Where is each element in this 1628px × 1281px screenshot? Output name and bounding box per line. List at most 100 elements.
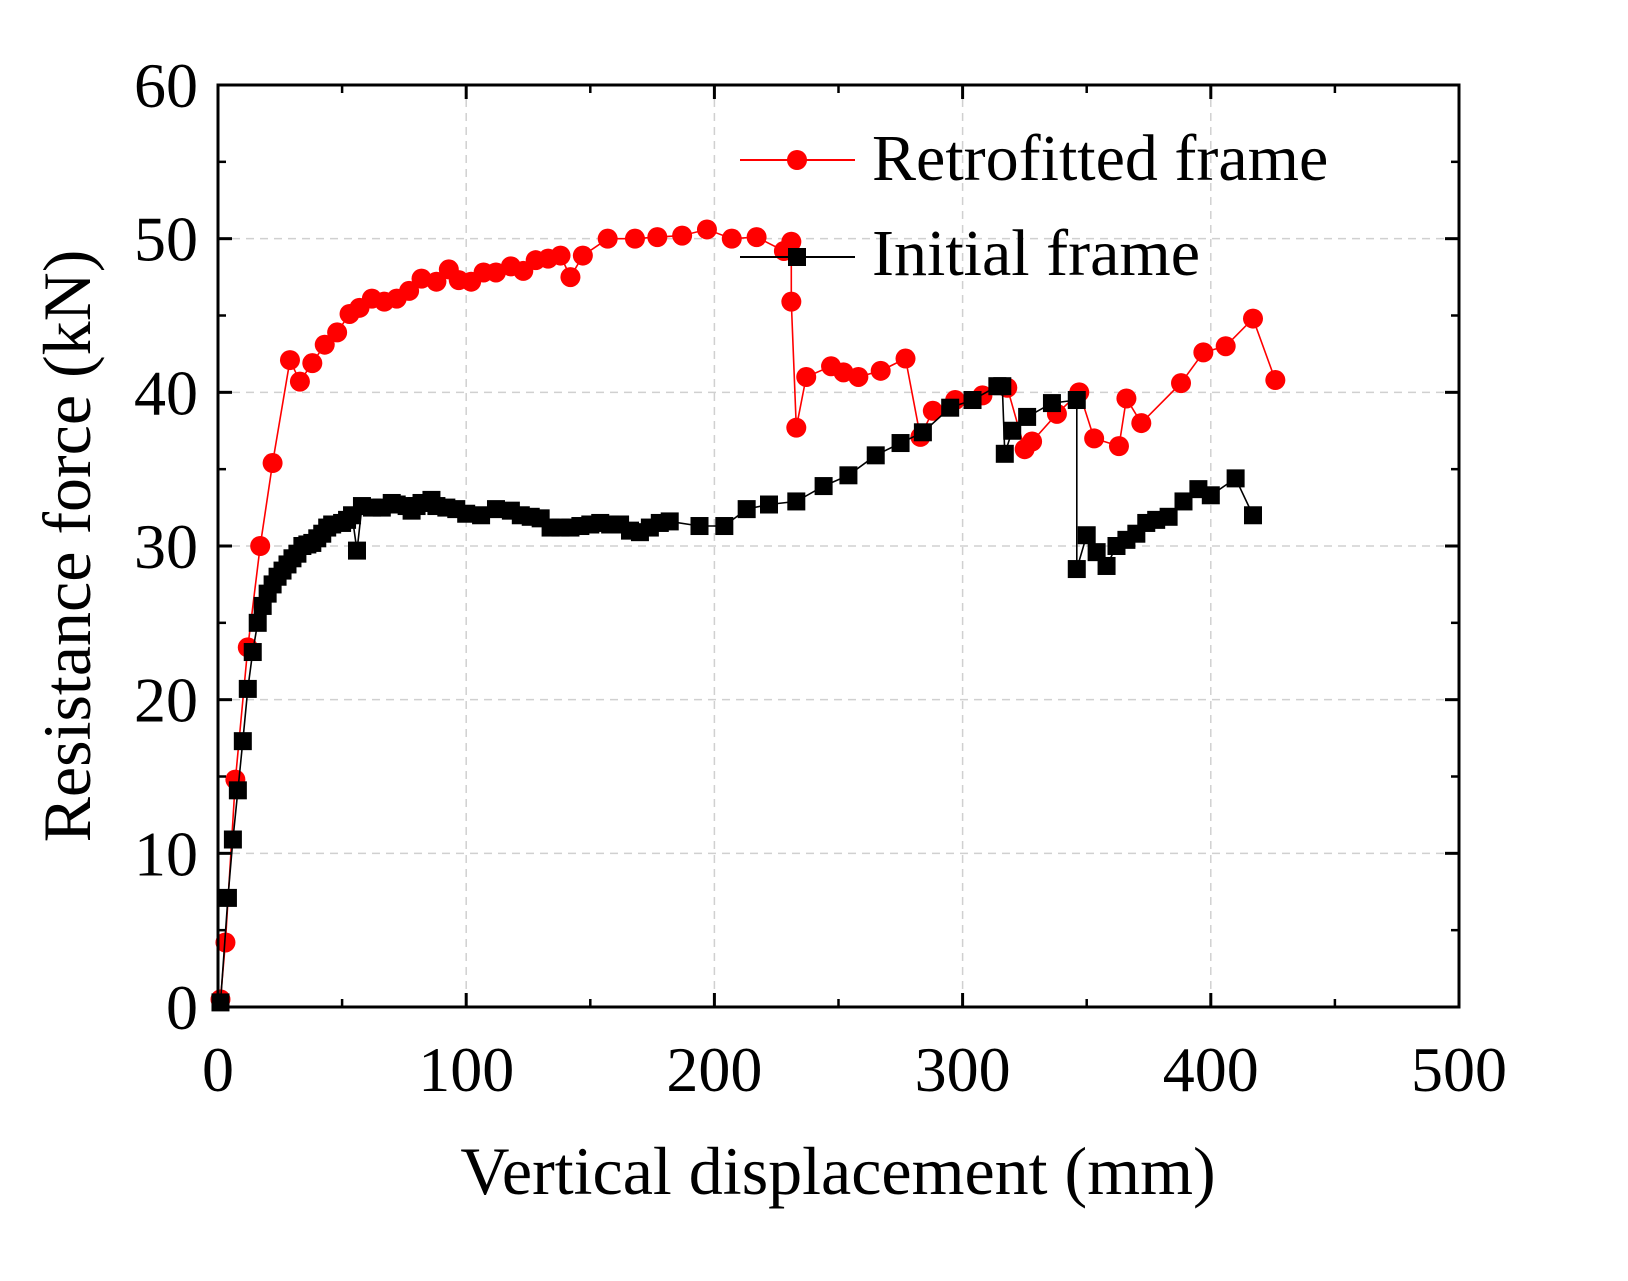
data-point bbox=[1171, 373, 1192, 394]
data-point bbox=[223, 830, 242, 849]
data-point bbox=[839, 466, 858, 485]
data-point bbox=[941, 398, 960, 417]
data-point bbox=[866, 446, 885, 465]
data-point bbox=[1087, 543, 1106, 562]
data-point bbox=[1018, 407, 1037, 426]
data-point bbox=[870, 360, 891, 381]
data-point bbox=[760, 495, 779, 514]
data-point bbox=[672, 225, 693, 246]
data-point bbox=[696, 219, 717, 240]
data-point bbox=[1097, 556, 1116, 575]
data-point bbox=[781, 291, 802, 312]
data-point bbox=[262, 453, 283, 474]
data-point bbox=[1174, 492, 1193, 511]
series-layer bbox=[210, 219, 1286, 1012]
data-point bbox=[993, 377, 1012, 396]
data-point bbox=[1108, 436, 1129, 457]
data-point bbox=[1243, 506, 1262, 525]
data-point bbox=[721, 228, 742, 249]
x-tick-label: 100 bbox=[418, 1034, 514, 1105]
data-point bbox=[746, 227, 767, 248]
data-point bbox=[624, 228, 645, 249]
data-point bbox=[913, 423, 932, 442]
data-point bbox=[1265, 370, 1286, 391]
data-point bbox=[399, 280, 420, 301]
legend-marker-retrofitted bbox=[787, 150, 807, 170]
data-point bbox=[1067, 560, 1086, 579]
data-point bbox=[238, 679, 257, 698]
data-point bbox=[457, 504, 476, 523]
data-point bbox=[895, 348, 916, 369]
x-tick-label: 0 bbox=[202, 1034, 234, 1105]
data-point bbox=[327, 322, 348, 343]
data-point bbox=[426, 271, 447, 292]
x-axis-title: Vertical displacement (mm) bbox=[460, 1133, 1215, 1209]
data-point bbox=[572, 245, 593, 266]
data-point bbox=[250, 536, 271, 556]
data-point bbox=[787, 492, 806, 511]
data-point bbox=[472, 506, 491, 525]
x-tick-label: 400 bbox=[1163, 1034, 1259, 1105]
data-point bbox=[848, 366, 869, 387]
y-tick-label: 50 bbox=[134, 204, 198, 275]
data-point bbox=[1003, 421, 1022, 440]
data-point bbox=[963, 391, 982, 410]
data-point bbox=[347, 541, 366, 560]
data-point bbox=[597, 228, 618, 249]
legend-marker-initial bbox=[788, 248, 806, 266]
data-point bbox=[279, 350, 300, 371]
data-point bbox=[289, 371, 310, 392]
data-point bbox=[550, 245, 571, 266]
data-point bbox=[233, 732, 252, 751]
data-point bbox=[796, 366, 817, 387]
data-point bbox=[781, 231, 802, 252]
data-point bbox=[302, 353, 323, 374]
y-axis-title: Resistance force (kN) bbox=[29, 250, 105, 843]
legend-label-retrofitted: Retrofitted frame bbox=[872, 122, 1328, 195]
series-retrofitted-frame bbox=[210, 219, 1286, 1010]
data-point bbox=[1042, 394, 1061, 413]
ticks bbox=[216, 83, 1461, 1009]
data-point bbox=[411, 268, 432, 289]
y-tick-label: 0 bbox=[166, 972, 198, 1043]
data-point bbox=[647, 227, 668, 248]
y-tick-label: 60 bbox=[134, 50, 198, 121]
y-tick-label: 10 bbox=[134, 818, 198, 889]
data-point bbox=[1067, 391, 1086, 410]
series-initial-frame bbox=[211, 377, 1262, 1012]
data-point bbox=[995, 444, 1014, 463]
data-point bbox=[737, 500, 756, 519]
data-point bbox=[248, 613, 267, 632]
data-point bbox=[1077, 526, 1096, 545]
data-point bbox=[1131, 413, 1152, 434]
x-tick-label: 200 bbox=[666, 1034, 762, 1105]
data-point bbox=[1193, 342, 1214, 363]
x-tick-label: 300 bbox=[915, 1034, 1011, 1105]
data-point bbox=[1159, 507, 1178, 526]
data-point bbox=[314, 334, 335, 355]
data-point bbox=[218, 888, 237, 907]
tick-labels: 0 100 200 300 400 500 0 10 20 30 40 50 60 bbox=[134, 50, 1507, 1105]
data-point bbox=[211, 993, 230, 1012]
y-tick-label: 30 bbox=[134, 511, 198, 582]
data-point bbox=[1226, 469, 1245, 488]
data-point bbox=[786, 417, 807, 438]
data-point bbox=[690, 517, 709, 536]
data-point bbox=[891, 434, 910, 453]
data-point bbox=[814, 477, 833, 496]
grid bbox=[218, 85, 1459, 1007]
data-point bbox=[560, 267, 581, 288]
data-point bbox=[1201, 486, 1220, 505]
y-tick-label: 40 bbox=[134, 357, 198, 428]
data-point bbox=[1242, 308, 1263, 329]
data-point bbox=[1022, 431, 1043, 452]
data-point bbox=[243, 643, 262, 662]
data-point bbox=[1116, 388, 1137, 409]
data-point bbox=[922, 400, 943, 421]
data-point bbox=[486, 500, 505, 519]
data-point bbox=[1084, 428, 1105, 449]
legend-label-initial: Initial frame bbox=[872, 217, 1200, 290]
x-tick-label: 500 bbox=[1411, 1034, 1507, 1105]
